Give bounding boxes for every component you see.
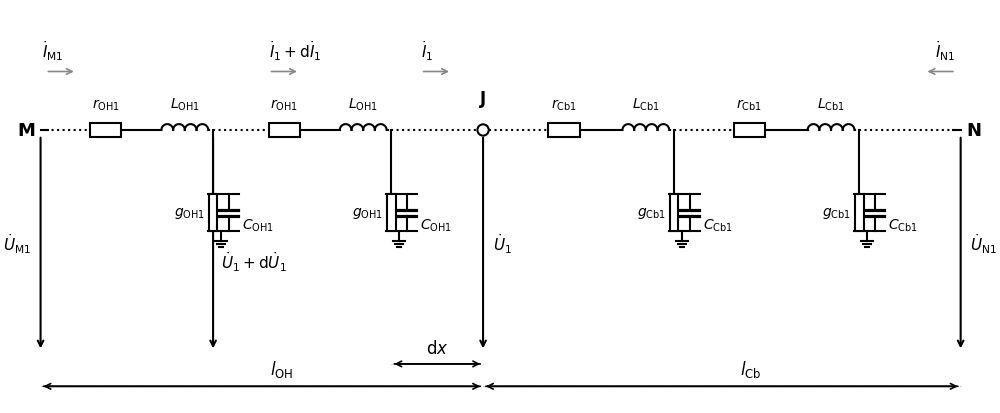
Text: $\mathbf{M}$: $\mathbf{M}$ bbox=[17, 122, 36, 140]
Bar bbox=[269, 123, 300, 138]
Text: $g_{\mathrm{OH1}}$: $g_{\mathrm{OH1}}$ bbox=[352, 206, 383, 221]
Text: $\dot{U}_\mathrm{M1}$: $\dot{U}_\mathrm{M1}$ bbox=[3, 232, 31, 255]
Text: $\dot{I}_1$: $\dot{I}_1$ bbox=[421, 39, 433, 63]
Bar bbox=[209, 195, 217, 232]
Bar bbox=[548, 123, 580, 138]
Text: $l_\mathrm{Cb}$: $l_\mathrm{Cb}$ bbox=[740, 358, 762, 380]
Text: $g_{\mathrm{Cb1}}$: $g_{\mathrm{Cb1}}$ bbox=[822, 206, 851, 221]
Text: $r_\mathrm{OH1}$: $r_\mathrm{OH1}$ bbox=[270, 98, 298, 113]
Text: $l_\mathrm{OH}$: $l_\mathrm{OH}$ bbox=[270, 358, 293, 380]
Text: $C_{\mathrm{Cb1}}$: $C_{\mathrm{Cb1}}$ bbox=[703, 217, 733, 233]
Bar bbox=[670, 195, 678, 232]
Text: $L_\mathrm{Cb1}$: $L_\mathrm{Cb1}$ bbox=[632, 97, 660, 113]
Bar bbox=[734, 123, 765, 138]
Text: $L_\mathrm{Cb1}$: $L_\mathrm{Cb1}$ bbox=[817, 97, 845, 113]
Text: $g_{\mathrm{Cb1}}$: $g_{\mathrm{Cb1}}$ bbox=[637, 206, 666, 221]
Bar bbox=[855, 195, 864, 232]
Text: $\dot{U}_\mathrm{N1}$: $\dot{U}_\mathrm{N1}$ bbox=[970, 232, 997, 255]
Text: $r_\mathrm{OH1}$: $r_\mathrm{OH1}$ bbox=[92, 98, 120, 113]
Text: $\dot{I}_1+\mathrm{d}\dot{I}_1$: $\dot{I}_1+\mathrm{d}\dot{I}_1$ bbox=[269, 39, 321, 63]
Text: $C_{\mathrm{OH1}}$: $C_{\mathrm{OH1}}$ bbox=[420, 217, 452, 233]
Bar bbox=[387, 195, 396, 232]
Circle shape bbox=[477, 125, 489, 136]
Text: $\dot{I}_\mathrm{N1}$: $\dot{I}_\mathrm{N1}$ bbox=[935, 39, 956, 63]
Bar bbox=[90, 123, 121, 138]
Text: $r_\mathrm{Cb1}$: $r_\mathrm{Cb1}$ bbox=[551, 98, 577, 113]
Text: $\dot{U}_1+\mathrm{d}\dot{U}_1$: $\dot{U}_1+\mathrm{d}\dot{U}_1$ bbox=[221, 249, 287, 273]
Text: $\mathbf{N}$: $\mathbf{N}$ bbox=[966, 122, 981, 140]
Text: $C_{\mathrm{Cb1}}$: $C_{\mathrm{Cb1}}$ bbox=[888, 217, 918, 233]
Text: $\mathbf{J}$: $\mathbf{J}$ bbox=[479, 88, 487, 109]
Text: $C_{\mathrm{OH1}}$: $C_{\mathrm{OH1}}$ bbox=[242, 217, 274, 233]
Text: $\dot{I}_\mathrm{M1}$: $\dot{I}_\mathrm{M1}$ bbox=[42, 39, 63, 63]
Text: $L_\mathrm{OH1}$: $L_\mathrm{OH1}$ bbox=[348, 97, 378, 113]
Text: $g_{\mathrm{OH1}}$: $g_{\mathrm{OH1}}$ bbox=[174, 206, 205, 221]
Text: $L_\mathrm{OH1}$: $L_\mathrm{OH1}$ bbox=[170, 97, 200, 113]
Text: $\dot{U}_1$: $\dot{U}_1$ bbox=[493, 232, 512, 255]
Text: $\mathrm{d}x$: $\mathrm{d}x$ bbox=[426, 339, 449, 357]
Text: $r_\mathrm{Cb1}$: $r_\mathrm{Cb1}$ bbox=[736, 98, 762, 113]
